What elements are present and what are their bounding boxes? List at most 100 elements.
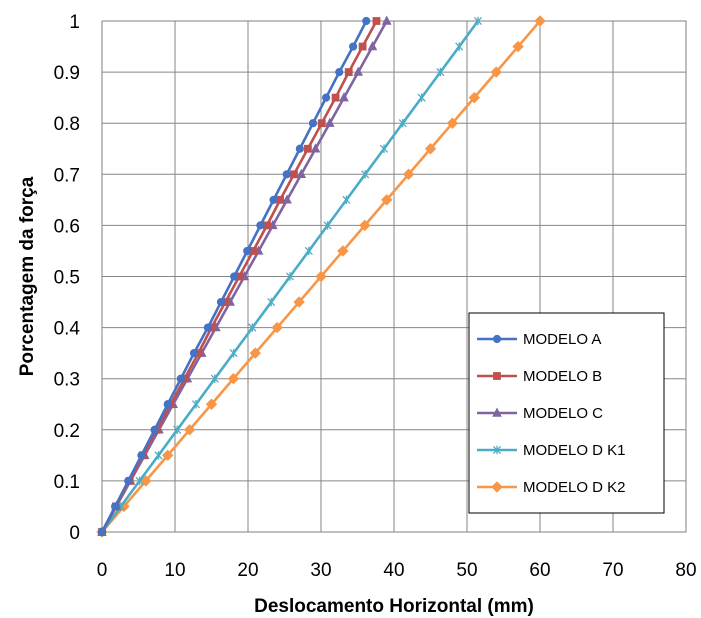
data-point [315,270,327,283]
x-tick-label: 30 [310,560,331,581]
data-point [339,92,349,102]
series-modelo-d-k1 [97,16,483,537]
data-point [296,168,307,178]
data-point [210,374,219,383]
data-point [337,245,349,257]
data-point [468,91,481,104]
data-point [436,67,445,77]
data-point [317,119,326,128]
data-point [249,347,262,359]
data-point [353,66,364,76]
x-tick-label: 70 [602,560,623,581]
plot-frame [101,20,687,533]
data-point [324,117,335,127]
data-point [137,451,146,460]
data-point [361,170,370,179]
data-point [342,195,351,205]
data-point [161,449,174,462]
data-point [111,502,120,511]
x-tick-label: 50 [456,560,477,581]
data-point [358,42,367,51]
data-point [282,170,291,179]
data-point [512,40,524,53]
data-point [150,425,159,434]
data-point [176,374,185,383]
data-point [229,348,238,358]
x-tick-labels: 0 10 20 30 40 50 60 70 80 [97,560,697,581]
data-point [163,400,172,409]
data-point [331,93,340,102]
data-point [282,194,292,204]
data-point [446,117,459,129]
data-point [304,246,313,256]
data-point [256,221,265,230]
x-axis-title: Deslocamento Horizontal (mm) [254,596,534,617]
legend-label: MODELO B [523,368,602,385]
data-point [473,16,483,26]
data-point [271,321,283,334]
data-point [267,297,276,307]
y-tick-label: 1 [69,12,80,33]
legend-marker [492,445,502,455]
x-tick-label: 80 [675,560,696,581]
data-point [135,476,144,486]
data-point [362,16,371,26]
y-tick-label: 0.8 [54,114,80,135]
data-point [310,143,321,153]
data-point [380,194,393,206]
y-tick-labels: 0 0.1 0.2 0.3 0.4 0.5 0.6 0.7 0.8 0.9 1 [54,12,81,544]
y-tick-label: 0.2 [54,421,80,442]
data-point [323,221,332,230]
y-tick-label: 0 [69,523,80,544]
data-point [97,527,107,537]
data-point [230,272,239,281]
legend-marker [491,481,503,493]
x-tick-label: 40 [383,560,404,581]
data-point [398,119,407,128]
data-point [295,144,304,153]
data-point [248,323,257,332]
data-point [372,17,381,25]
data-point [243,246,252,256]
data-point [285,272,295,281]
data-point [381,15,392,25]
data-point [293,296,305,308]
y-axis-title: Porcentagem da força [17,176,38,376]
data-point [322,93,331,102]
data-point [205,398,218,410]
legend-marker [492,407,502,417]
data-point [191,400,201,409]
data-point [276,195,285,204]
legend-item: MODELO B [477,368,602,385]
series-modelo-a [97,16,371,537]
y-tick-label: 0.5 [54,268,80,289]
data-point [308,119,318,128]
y-tick-label: 0.4 [54,319,81,340]
x-tick-label: 10 [164,560,185,581]
y-tick-label: 0.7 [54,165,80,186]
legend-item: MODELO D K1 [477,442,626,459]
data-point [290,170,298,179]
data-point [173,425,182,434]
data-point [203,323,212,332]
data-point [263,221,271,230]
y-tick-label: 0.6 [54,216,80,237]
data-point [417,93,426,102]
legend-marker [493,372,501,380]
data-point [490,66,502,78]
data-point [189,349,199,358]
data-point [349,42,358,51]
legend: MODELO A MODELO B MODELO C MODELO D K1 MODEL… [468,312,665,514]
legend-label: MODELO D K1 [523,442,626,459]
x-tick-label: 0 [97,560,108,581]
legend-label: MODELO D K2 [523,479,626,496]
data-point [227,372,240,385]
data-point [424,143,437,155]
legend-marker [492,334,502,344]
data-point [534,15,546,27]
series-group [96,15,546,538]
data-point [124,476,133,485]
legend-label: MODELO C [523,405,603,422]
data-point [367,41,378,51]
